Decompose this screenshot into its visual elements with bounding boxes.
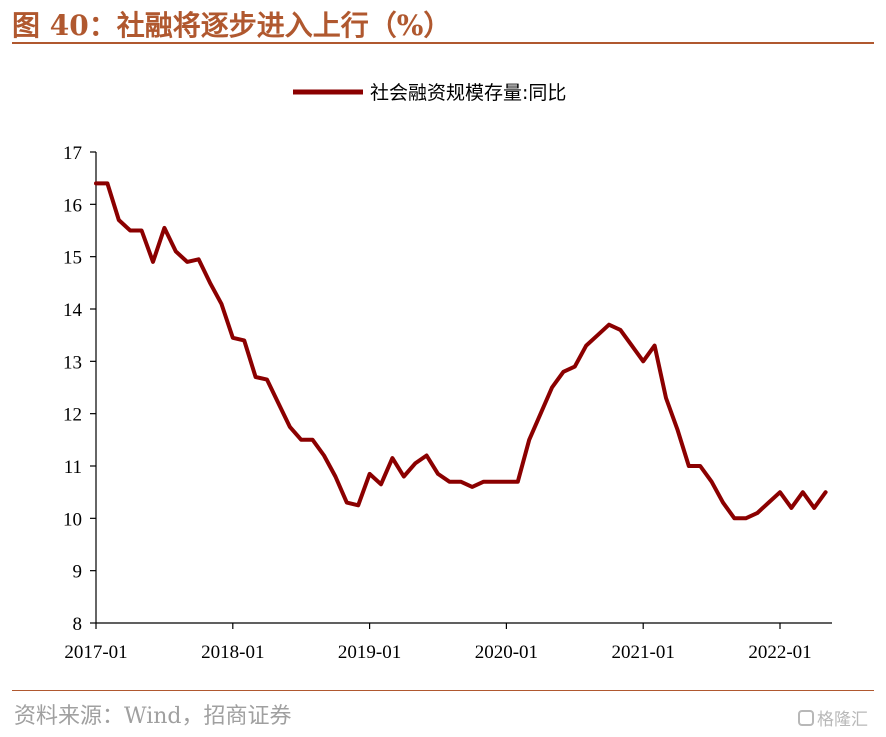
x-tick-label: 2017-01 (64, 642, 127, 663)
y-axis-ticks: 8 9 10 11 12 13 14 15 16 17 (63, 143, 96, 635)
y-tick-label: 16 (63, 195, 82, 216)
x-tick-label: 2021-01 (612, 642, 675, 663)
y-tick-label: 10 (63, 509, 82, 530)
source-note: 资料来源：Wind，招商证券 (14, 704, 292, 729)
y-tick-label: 17 (63, 143, 82, 164)
y-tick-label: 15 (63, 248, 82, 269)
x-tick-label: 2020-01 (475, 642, 538, 663)
watermark: 格隆汇 (798, 705, 868, 730)
axes (95, 152, 832, 624)
series-group (94, 181, 828, 521)
y-tick-label: 9 (73, 562, 83, 583)
x-tick-label: 2018-01 (201, 642, 264, 663)
y-tick-label: 13 (63, 352, 82, 373)
y-tick-label: 14 (63, 300, 83, 321)
watermark-logo-icon (798, 709, 814, 726)
y-tick-label: 8 (73, 614, 83, 635)
watermark-text: 格隆汇 (817, 710, 868, 730)
x-tick-label: 2022-01 (748, 642, 811, 663)
source-rule (12, 690, 874, 691)
figure-title: 图 40：社融将逐步进入上行（%） (12, 9, 452, 42)
title-rule (12, 42, 874, 44)
y-tick-label: 11 (64, 457, 82, 478)
y-tick-label: 12 (63, 405, 82, 426)
legend: 社会融资规模存量:同比 (293, 82, 566, 104)
x-tick-label: 2019-01 (338, 642, 401, 663)
x-axis-ticks: 2017-01 2018-01 2019-01 2020-01 2021-01 2022-… (64, 623, 812, 663)
legend-label-series-1: 社会融资规模存量:同比 (370, 82, 566, 104)
series-line (94, 181, 828, 521)
